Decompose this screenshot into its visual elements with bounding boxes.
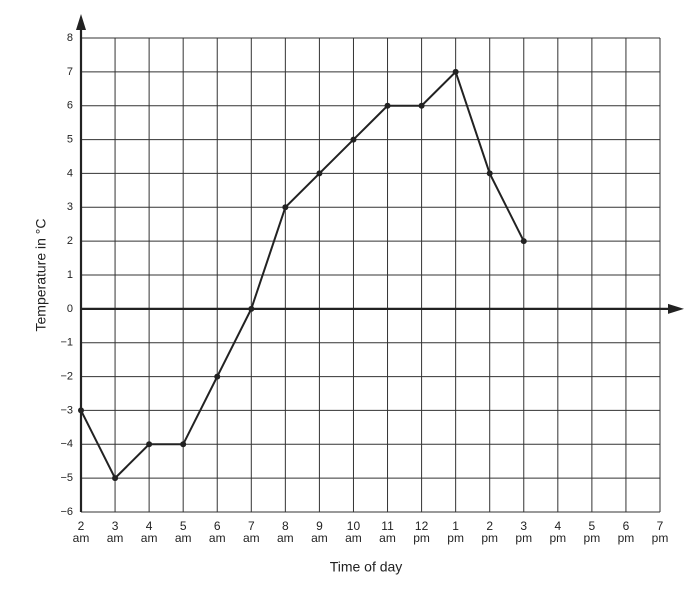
data-point [520, 238, 527, 245]
x-tick-label: 9 am [311, 519, 328, 545]
x-tick-label: 3 am [106, 519, 124, 545]
y-axis-label: Temperature in °C [33, 219, 49, 332]
y-tick-label: −3 [60, 404, 73, 416]
x-tick-label: 7 pm [651, 519, 669, 545]
data-point [112, 475, 119, 482]
x-tick-label: 11 am [379, 519, 396, 545]
data-point [282, 204, 289, 211]
y-axis-arrow [76, 14, 86, 30]
x-tick-label: 7 am [242, 519, 260, 545]
data-point [418, 102, 425, 109]
y-tick-label: −6 [60, 506, 73, 518]
data-point [180, 441, 187, 448]
x-tick-label: 8 am [277, 519, 294, 545]
data-point [78, 407, 84, 414]
x-tick-label: 10 am [345, 519, 362, 545]
y-tick-label: −2 [60, 370, 73, 382]
x-tick-label: 2 pm [481, 519, 499, 545]
data-point [350, 136, 357, 143]
x-tick-label: 3 pm [515, 519, 533, 545]
y-tick-label: 7 [67, 66, 73, 78]
x-tick-label: 1 pm [447, 519, 464, 545]
x-tick-label: 5 am [174, 519, 192, 545]
y-tick-label: 2 [67, 235, 73, 247]
x-axis-label: Time of day [330, 559, 403, 575]
x-axis-arrow [668, 303, 684, 314]
data-point [486, 170, 493, 177]
data-point [316, 170, 323, 177]
data-point [384, 102, 391, 109]
y-tick-label: 0 [67, 303, 73, 315]
y-tick-label: 6 [67, 100, 73, 112]
data-line [80, 70, 525, 480]
x-tick-label: 2 am [72, 519, 90, 545]
x-tick-label: 4 am [140, 519, 158, 545]
x-tick-label: 6 pm [617, 519, 635, 545]
data-point [146, 441, 153, 448]
x-tick-label: 6 am [208, 519, 226, 545]
y-tick-label: −4 [60, 438, 73, 450]
y-tick-label: 1 [67, 269, 73, 281]
y-tick-label: −5 [60, 472, 73, 484]
data-point [248, 305, 255, 312]
x-tick-label: 5 pm [583, 519, 601, 545]
data-point [214, 373, 221, 380]
x-tick-label: 4 pm [549, 519, 567, 545]
data-point [452, 68, 459, 75]
y-tick-label: 4 [67, 167, 73, 179]
y-tick-label: 5 [67, 133, 73, 145]
y-tick-label: 8 [67, 32, 73, 44]
y-tick-label: −1 [60, 337, 73, 349]
y-tick-label: 3 [67, 201, 73, 213]
x-tick-label: 12 pm [413, 519, 430, 545]
